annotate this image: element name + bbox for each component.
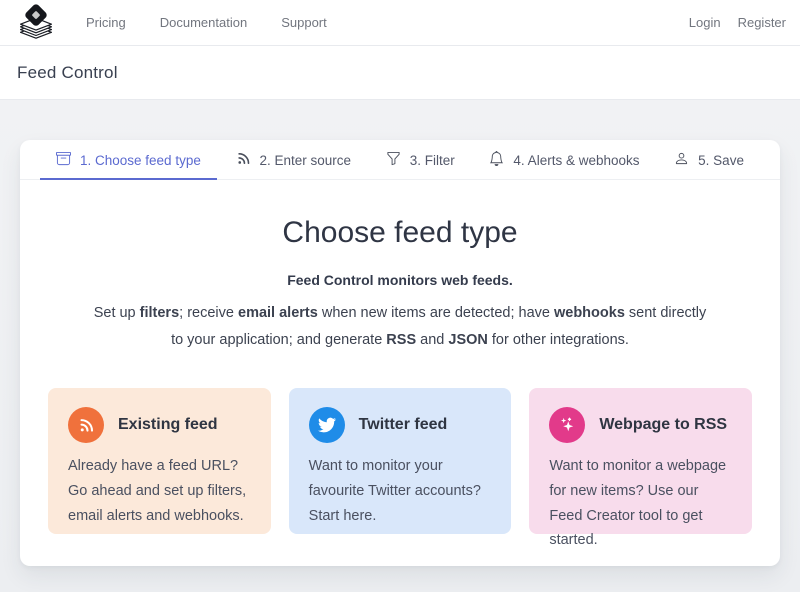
- page-header: Feed Control: [0, 46, 800, 100]
- card-description: Already have a feed URL? Go ahead and se…: [68, 457, 247, 524]
- tab-alerts-webhooks[interactable]: 4. Alerts & webhooks: [473, 140, 655, 180]
- card-title: Twitter feed: [358, 415, 448, 433]
- archive-icon: [56, 151, 71, 169]
- funnel-icon: [386, 151, 401, 169]
- card-title: Webpage to RSS: [599, 415, 728, 433]
- app-logo[interactable]: [14, 3, 58, 43]
- existing-feed-card[interactable]: Existing feed Already have a feed URL? G…: [48, 387, 271, 534]
- card-head: Twitter feed: [308, 406, 492, 443]
- step-heading: Choose feed type: [282, 216, 518, 249]
- rss-icon: [236, 151, 251, 169]
- rss-icon: [68, 406, 104, 443]
- card-description: Want to monitor your favourite Twitter a…: [308, 457, 481, 524]
- page-title: Feed Control: [17, 62, 118, 82]
- login-link[interactable]: Login: [688, 15, 721, 30]
- wizard-card: 1. Choose feed type 2. Enter source 3. F…: [20, 140, 780, 566]
- tab-label: 3. Filter: [409, 152, 455, 168]
- tab-label: 1. Choose feed type: [80, 152, 201, 168]
- tab-choose-feed-type[interactable]: 1. Choose feed type: [40, 140, 217, 180]
- auth-nav: Login Register: [689, 15, 786, 30]
- wizard-steps: 1. Choose feed type 2. Enter source 3. F…: [20, 140, 780, 180]
- webpage-to-rss-card[interactable]: Webpage to RSS Want to monitor a webpage…: [529, 387, 753, 548]
- step-description: Set up filters; receive email alerts whe…: [93, 305, 707, 348]
- tab-filter[interactable]: 3. Filter: [370, 140, 471, 180]
- card-head: Webpage to RSS: [549, 406, 732, 443]
- card-title: Existing feed: [118, 415, 218, 433]
- tab-enter-source[interactable]: 2. Enter source: [220, 140, 368, 180]
- feed-type-cards: Existing feed Already have a feed URL? G…: [20, 387, 780, 548]
- sparkles-icon: [549, 406, 586, 443]
- tab-label: 2. Enter source: [259, 152, 352, 168]
- nav-link-pricing[interactable]: Pricing: [86, 15, 126, 30]
- card-description: Want to monitor a webpage for new items?…: [549, 457, 727, 549]
- top-navbar: Pricing Documentation Support Login Regi…: [0, 0, 800, 46]
- main-nav: Pricing Documentation Support: [86, 15, 327, 30]
- twitter-feed-card[interactable]: Twitter feed Want to monitor your favour…: [288, 387, 512, 534]
- bell-icon: [489, 150, 504, 169]
- tab-label: 5. Save: [698, 152, 744, 168]
- step-subheading: Feed Control monitors web feeds.: [287, 272, 513, 288]
- card-head: Existing feed: [68, 406, 251, 443]
- person-icon: [674, 151, 689, 169]
- twitter-icon: [308, 406, 345, 443]
- tab-save[interactable]: 5. Save: [658, 140, 760, 180]
- tab-label: 4. Alerts & webhooks: [513, 152, 640, 168]
- stack-logo-icon: [16, 2, 56, 44]
- nav-link-documentation[interactable]: Documentation: [159, 15, 248, 30]
- nav-link-support[interactable]: Support: [281, 15, 327, 30]
- register-link[interactable]: Register: [737, 15, 786, 30]
